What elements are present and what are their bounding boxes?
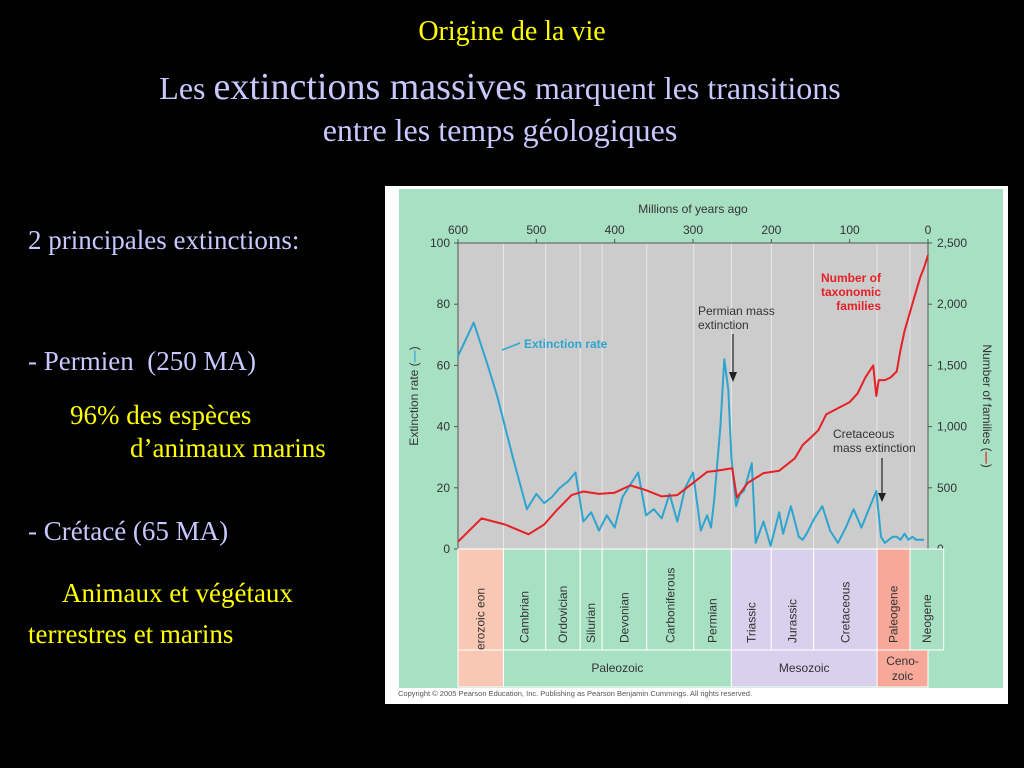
cretaceous-detail-2: terrestres et marins: [28, 619, 234, 649]
left-axis-tick-label: 100: [430, 236, 450, 250]
top-axis-tick-label: 600: [448, 223, 468, 237]
families-annotation: taxonomic: [821, 285, 881, 299]
top-axis-tick-label: 0: [925, 223, 932, 237]
title-emphasis: extinctions massives: [213, 66, 527, 108]
title-line-2: entre les temps géologiques: [322, 112, 678, 148]
period-cell: [601, 548, 648, 651]
period-label: Devonian: [617, 592, 631, 643]
title-part-2: marquent les transitions: [526, 70, 841, 106]
period-label: Paleogene: [887, 585, 901, 643]
period-label: Ordovician: [556, 586, 570, 643]
top-axis-tick-label: 300: [683, 223, 703, 237]
left-axis-tick-label: 20: [437, 481, 451, 495]
left-axis-title: Extinction rate (—): [407, 346, 421, 445]
extinction-label-leader: [501, 342, 521, 351]
era-cell: [502, 649, 732, 688]
families-annotation: families: [836, 299, 881, 313]
era-label: Mesozoic: [779, 661, 830, 675]
top-axis-tick-label: 200: [761, 223, 781, 237]
top-axis-tick-label: 100: [840, 223, 860, 237]
period-label: Cretaceous: [838, 582, 852, 643]
permian-detail-1: 96% des espèces: [70, 400, 252, 430]
right-axis-title-part: Number of families (: [980, 344, 994, 451]
permian-detail-2: d’animaux marins: [130, 433, 326, 463]
title-part-1: Les: [159, 70, 214, 106]
permian-arrow-head: [729, 372, 737, 382]
left-axis-tick-label: 80: [437, 297, 451, 311]
permian-annotation: extinction: [698, 318, 749, 332]
period-cell: [693, 548, 732, 651]
cretaceous-line: - Crétacé (65 MA): [28, 516, 229, 546]
period-label: Permian: [706, 598, 720, 643]
extinctions-heading: 2 principales extinctions:: [28, 225, 300, 255]
period-label: Silurian: [584, 603, 598, 643]
right-axis-title-part: ): [980, 464, 994, 468]
cretaceous-arrow-head: [878, 493, 886, 502]
period-label: Carboniferous: [663, 568, 677, 643]
period-cell: [457, 548, 504, 651]
period-label: Triassic: [744, 602, 758, 643]
period-label: Cambrian: [518, 591, 532, 643]
permian-annotation: Permian mass: [698, 304, 775, 318]
proterozoic-era-cell: [457, 649, 504, 688]
period-cell: [813, 548, 878, 651]
cretaceous-annotation: Cretaceous: [833, 427, 894, 441]
permian-line: - Permien (250 MA): [28, 346, 256, 376]
cretaceous-detail-1: Animaux et végétaux: [62, 578, 293, 608]
period-cell: [502, 548, 547, 651]
left-axis-title-part: —: [407, 350, 421, 362]
era-cell: [876, 649, 929, 688]
era-label: Paleozoic: [591, 661, 643, 675]
right-axis-title: Number of families (—): [980, 344, 994, 467]
right-axis-tick-label: 2,000: [937, 297, 967, 311]
extinction-chart-figure: 600 500 400 300 200 100 0 Millions of years ago…: [385, 186, 1008, 704]
period-label: Neogene: [920, 594, 934, 643]
right-axis-tick-label: 500: [937, 481, 957, 495]
right-axis-tick-label: 1,500: [937, 358, 967, 372]
extinction-rate-annotation: Extinction rate: [524, 337, 608, 351]
copyright-notice: Copyright © 2005 Pearson Education, Inc.…: [398, 689, 752, 698]
period-cell: [909, 548, 945, 651]
period-label: Jurassic: [785, 599, 799, 643]
period-cell: [646, 548, 695, 651]
families-annotation: Number of: [821, 271, 882, 285]
families-line: [457, 254, 929, 543]
right-axis-tick-label: 1,000: [937, 420, 967, 434]
top-axis-tick-label: 500: [526, 223, 546, 237]
left-axis-tick-label: 0: [443, 542, 450, 556]
left-axis-tick-label: 60: [437, 358, 451, 372]
slide-title: Les extinctions massives marquent les tr…: [60, 66, 940, 151]
top-axis-tick-label: 400: [605, 223, 625, 237]
cretaceous-annotation: mass extinction: [833, 441, 916, 455]
top-axis-title: Millions of years ago: [638, 202, 748, 216]
right-axis-tick-label: 2,500: [937, 236, 967, 250]
slide-kicker: Origine de la vie: [418, 16, 606, 47]
period-cell: [770, 548, 815, 651]
era-label: Ceno-: [886, 654, 919, 668]
era-label: zoic: [892, 669, 913, 683]
left-axis-title-part: ): [407, 346, 421, 350]
left-axis-title-part: Extinction rate (: [407, 362, 421, 445]
plot-area: [458, 243, 928, 549]
right-axis-title-part: —: [980, 452, 994, 464]
title-line-1: Les extinctions massives marquent les tr…: [60, 66, 940, 109]
left-axis-tick-label: 40: [437, 420, 451, 434]
period-cell: [876, 548, 911, 651]
period-cell: [545, 548, 581, 651]
